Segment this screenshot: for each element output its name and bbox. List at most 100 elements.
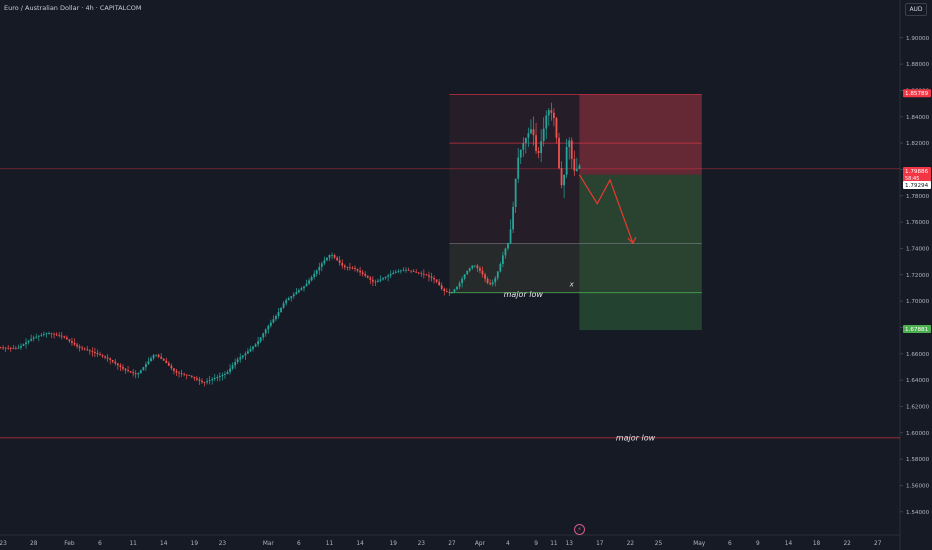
projection-arrowhead [627, 236, 637, 245]
candle-body [106, 357, 109, 359]
candle-body [547, 110, 550, 116]
candle-body [341, 262, 344, 266]
candle-body [247, 351, 249, 354]
candle-body [150, 358, 152, 362]
candle-body [157, 354, 160, 357]
candle-body [514, 178, 517, 207]
candle-body [542, 128, 545, 142]
projection-arrow [578, 174, 637, 245]
candle-body [152, 355, 155, 359]
candle-body [280, 307, 282, 313]
candle-body [142, 367, 145, 371]
price-tick-label: 1.60000 [906, 431, 930, 437]
price-badge-text: 1.79294 [905, 183, 929, 189]
candle-body [99, 354, 101, 356]
time-tick-label: 19 [390, 541, 398, 547]
time-tick-label: 23 [418, 541, 426, 547]
candle-body [20, 345, 22, 348]
time-tick-label: 9 [756, 541, 760, 547]
candle-body [570, 140, 573, 159]
candle-body [504, 248, 507, 256]
candle-body [30, 338, 33, 341]
candle-body [63, 336, 66, 338]
candle-body [499, 263, 502, 272]
candle-body [366, 275, 369, 278]
candle-body [76, 344, 78, 347]
price-badge-text: 1.85789 [905, 91, 929, 97]
position-zones [449, 94, 702, 331]
candle-body [183, 373, 186, 375]
candle-body [458, 283, 461, 287]
candle-body [369, 277, 372, 280]
price-tick-label: 1.58000 [906, 457, 930, 463]
candle-body [116, 363, 119, 366]
candle-body [190, 375, 193, 377]
candle-body [349, 267, 351, 269]
candle-body [17, 347, 20, 349]
price-badge-text: 1.67881 [905, 327, 929, 333]
candle-body [415, 271, 418, 273]
candle-body [127, 370, 129, 372]
candle-body [221, 375, 224, 377]
candle-body [241, 355, 244, 358]
candle-body [491, 282, 494, 285]
candle-body [213, 378, 216, 380]
candle-body [468, 268, 471, 271]
candle-body [50, 333, 53, 334]
time-tick-label: 27 [874, 541, 882, 547]
currency-button[interactable]: AUD [905, 3, 927, 16]
candle-body [308, 280, 310, 284]
candle-body [438, 281, 441, 286]
candle-body [387, 275, 390, 277]
candle-body [410, 270, 412, 272]
candle-body [259, 337, 262, 342]
time-tick-label: 22 [843, 541, 851, 547]
candle-body [2, 347, 4, 349]
candle-body [73, 342, 76, 345]
candle-body [122, 366, 124, 369]
candle-body [313, 273, 316, 278]
candle-body [379, 279, 382, 281]
candle-body [550, 110, 553, 113]
candle-body [502, 255, 504, 264]
candle-body [0, 347, 2, 349]
candle-body [320, 263, 323, 267]
candle-body [392, 272, 395, 275]
candle-body [165, 360, 168, 364]
candle-body [430, 276, 433, 279]
candle-body [229, 368, 231, 372]
candle-body [109, 358, 112, 360]
candle-body [60, 335, 63, 337]
time-tick-label: 23 [219, 541, 227, 547]
candle-body [267, 325, 270, 330]
time-tick-label: 4 [506, 541, 510, 547]
candle-body [78, 346, 81, 348]
tradingview-logo-icon[interactable]: ⚡ [574, 524, 585, 535]
candle-body [193, 376, 196, 379]
time-tick-label: 11 [326, 541, 334, 547]
candle-body [303, 286, 305, 289]
candle-body [282, 303, 285, 308]
candle-body [96, 353, 99, 355]
time-axis[interactable]: 23 28 Feb 6 11 14 19 23 Mar 6 11 14 19 23 27 Apr 4 9 11 13 1… [0, 541, 882, 547]
candle-body [384, 276, 387, 279]
price-axis[interactable]: 1.54000 1.56000 1.58000 1.60000 1.62000 1.640… [900, 36, 931, 516]
candle-body [323, 260, 326, 264]
candle-body [68, 339, 71, 342]
candle-body [134, 373, 137, 375]
candle-body [530, 129, 532, 134]
candle-body [333, 255, 336, 258]
price-tick-label: 1.66000 [906, 352, 930, 358]
candle-body [351, 267, 354, 269]
candle-body [318, 266, 321, 271]
candle-body [509, 229, 512, 244]
candle-body [443, 288, 446, 292]
price-badge-target [903, 325, 931, 334]
candle-body [124, 368, 127, 371]
candle-body [466, 270, 469, 275]
time-tick-label: 9 [534, 541, 538, 547]
candle-body [7, 347, 10, 349]
candle-body [532, 129, 535, 136]
candle-body [407, 269, 410, 271]
